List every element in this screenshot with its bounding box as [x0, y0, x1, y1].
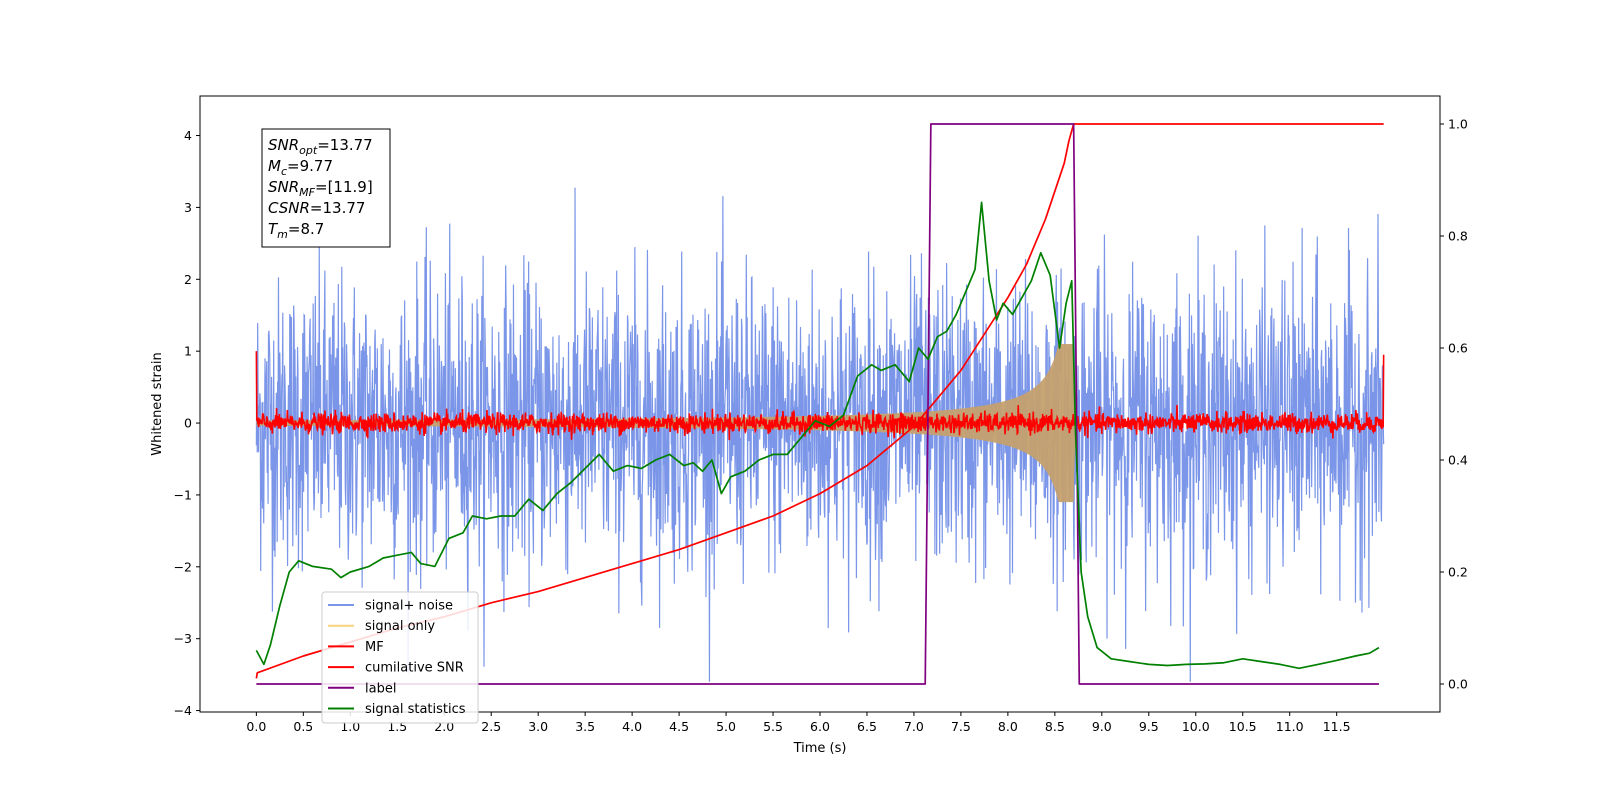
y-right-tick-label: 0.0 [1448, 677, 1468, 692]
annotation-line: CSNR=13.77 [268, 199, 365, 217]
x-tick-label: 7.0 [904, 719, 924, 734]
x-tick-label: 6.5 [857, 719, 877, 734]
legend-entry: cumilative SNR [365, 661, 464, 676]
annotation-box: SNRopt=13.77Mc=9.77SNRMF=[11.9]CSNR=13.7… [261, 128, 391, 248]
x-tick-label: 11.5 [1323, 719, 1351, 734]
annotation-line: Tm=8.7 [268, 220, 324, 241]
y-left-tick-label: 0 [184, 416, 192, 431]
x-tick-label: 3.0 [528, 719, 548, 734]
x-tick-label: 0.0 [246, 719, 266, 734]
y-left-tick-label: 4 [184, 128, 192, 143]
y-axis-left: −4 −3 −2 −1 0 1 2 3 4 [174, 128, 200, 718]
x-tick-label: 5.5 [763, 719, 783, 734]
x-axis: 0.0 0.5 1.0 1.5 2.0 2.5 3.0 3.5 4.0 4.5 5.0 5.5 6.0 6… [246, 712, 1351, 734]
annotation-line: Mc=9.77 [268, 157, 333, 178]
y-axis-right: 0.0 0.2 0.4 0.6 0.8 1.0 [1440, 117, 1468, 692]
y-right-tick-label: 0.4 [1448, 453, 1468, 468]
y-left-tick-label: 3 [184, 200, 192, 215]
x-tick-label: 9.5 [1139, 719, 1159, 734]
y-left-tick-label: −3 [174, 631, 192, 646]
x-tick-label: 10.0 [1182, 719, 1210, 734]
legend-entry: signal+ noise [365, 599, 453, 614]
x-tick-label: 5.0 [716, 719, 736, 734]
y-right-tick-label: 0.2 [1448, 565, 1468, 580]
series-signal-statistics [255, 201, 1380, 670]
x-tick-label: 8.0 [998, 719, 1018, 734]
x-tick-label: 0.5 [293, 719, 313, 734]
x-tick-label: 2.5 [481, 719, 501, 734]
annotation-line: SNRopt=13.77 [268, 136, 373, 157]
legend-entry: signal statistics [365, 702, 466, 717]
series-mf [255, 351, 1385, 441]
annotation-frame [261, 128, 391, 248]
y-right-tick-label: 0.8 [1448, 229, 1468, 244]
x-tick-label: 11.0 [1276, 719, 1304, 734]
legend-entry: signal only [365, 619, 435, 634]
series-label [256, 123, 1379, 685]
y-left-tick-label: 1 [184, 344, 192, 359]
x-axis-label: Time (s) [793, 741, 847, 756]
y-left-tick-label: −2 [174, 559, 192, 574]
legend-entry: MF [365, 640, 384, 655]
y-left-tick-label: 2 [184, 272, 192, 287]
x-tick-label: 9.0 [1092, 719, 1112, 734]
y-left-tick-label: −4 [174, 703, 192, 718]
x-tick-label: 7.5 [951, 719, 971, 734]
y-right-tick-label: 1.0 [1448, 117, 1468, 132]
y-axis-label-left: Whitened strain [150, 352, 165, 455]
x-tick-label: 6.0 [810, 719, 830, 734]
legend-frame [321, 591, 479, 724]
y-left-tick-label: −1 [174, 487, 192, 502]
annotation-line: SNRMF=[11.9] [268, 178, 373, 199]
legend: signal+ noise signal only MF cumilative SNR… [321, 591, 479, 724]
x-tick-label: 4.5 [669, 719, 689, 734]
x-tick-label: 4.0 [622, 719, 642, 734]
x-tick-label: 3.5 [575, 719, 595, 734]
y-right-tick-label: 0.6 [1448, 341, 1468, 356]
x-tick-label: 10.5 [1229, 719, 1257, 734]
x-tick-label: 8.5 [1045, 719, 1065, 734]
legend-entry: label [365, 681, 396, 696]
series-signal-noise [255, 187, 1385, 682]
